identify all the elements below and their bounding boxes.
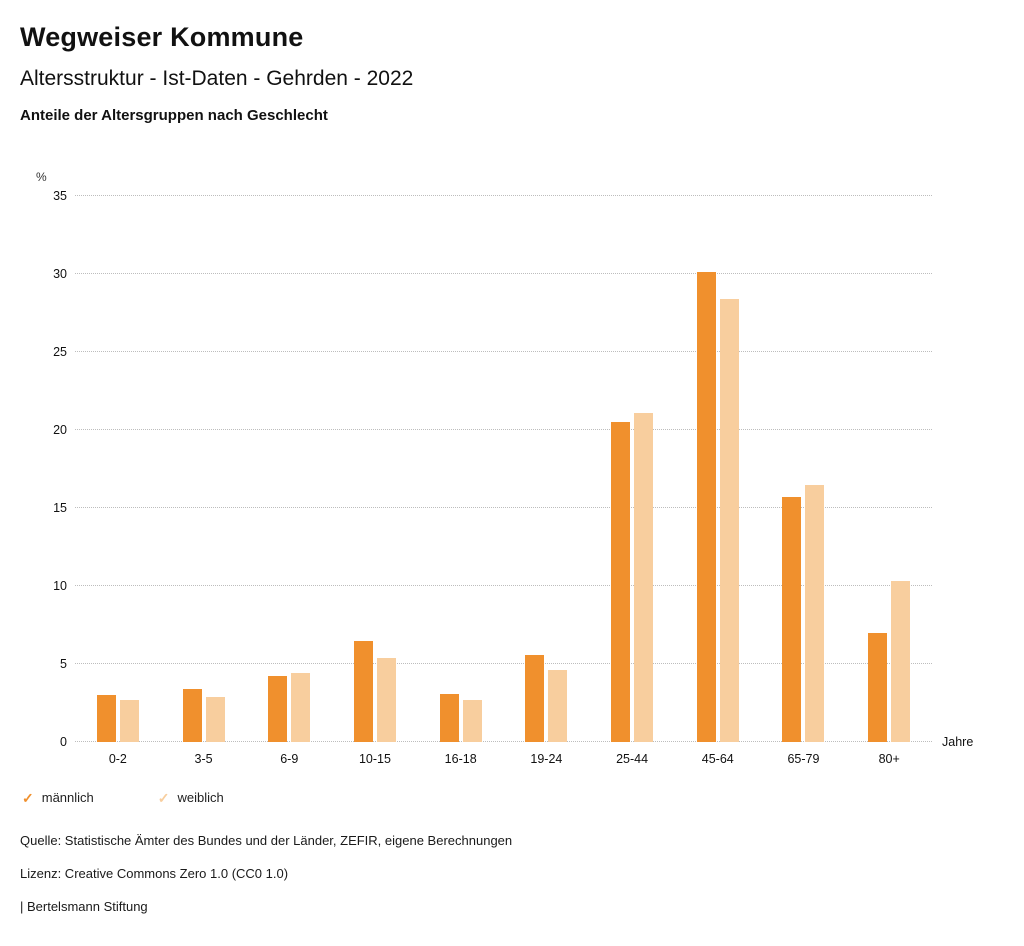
bar-männlich[interactable] (782, 497, 802, 742)
bar-männlich[interactable] (868, 632, 888, 742)
bar-group: 0-2 (75, 196, 161, 766)
bar-weiblich[interactable] (376, 657, 396, 742)
bar-group: 6-9 (246, 196, 332, 766)
footer: Quelle: Statistische Ämter des Bundes un… (20, 833, 1004, 914)
license-text: Lizenz: Creative Commons Zero 1.0 (CC0 1… (20, 866, 289, 881)
gridline: 35 (53, 189, 932, 203)
bar-group: 65-79 (761, 196, 847, 766)
attribution-text: | Bertelsmann Stiftung (20, 899, 148, 914)
bar-weiblich[interactable] (805, 484, 825, 742)
y-axis-tick-label: 25 (53, 345, 67, 359)
bar-männlich[interactable] (96, 695, 116, 742)
y-axis-tick-label: 0 (60, 735, 67, 749)
x-axis-category-label: 16-18 (444, 752, 477, 766)
source-text: Quelle: Statistische Ämter des Bundes un… (20, 833, 513, 848)
x-axis-category-label: 10-15 (358, 752, 391, 766)
x-axis-category-label: 3-5 (194, 752, 213, 766)
legend-item-weiblich[interactable]: ✓ weiblich (158, 790, 224, 805)
bar-group: 3-5 (161, 196, 247, 766)
y-axis-tick-label: 15 (53, 501, 67, 515)
gridline: 30 (53, 267, 932, 281)
bar-weiblich[interactable] (719, 298, 739, 742)
plot-area: Jahre 0 5 10 15 20 25 30 35 0-2 3-5 6-9 10-15 16-18 1… (53, 189, 973, 766)
bar-group: 45-64 (675, 196, 761, 766)
page-title: Wegweiser Kommune (20, 22, 304, 52)
check-icon: ✓ (22, 789, 34, 806)
bar-männlich[interactable] (439, 693, 459, 742)
bar-männlich[interactable] (696, 272, 716, 742)
gridline: 20 (53, 423, 932, 437)
x-axis-category-label: 6-9 (280, 752, 299, 766)
bar-männlich[interactable] (525, 654, 545, 742)
x-axis-category-label: 80+ (878, 752, 900, 766)
x-axis-category-label: 0-2 (108, 752, 127, 766)
gridline: 10 (53, 579, 932, 593)
bar-weiblich[interactable] (891, 581, 911, 742)
gridline: 15 (53, 501, 932, 515)
x-axis-category-label: 25-44 (616, 752, 649, 766)
x-axis-category-label: 45-64 (701, 752, 734, 766)
y-axis-tick-label: 35 (53, 189, 67, 203)
bar-chart: % Jahre 0 5 10 15 20 25 30 35 0-2 3-5 6-9 10-15 16-1… (20, 170, 1004, 766)
chart-caption: Anteile der Altersgruppen nach Geschlech… (20, 107, 328, 124)
bar-group: 80+ (846, 196, 932, 766)
chart-subtitle: Altersstruktur - Ist-Daten - Gehrden - 2… (20, 67, 414, 90)
bar-group: 10-15 (332, 196, 418, 766)
x-axis-category-label: 65-79 (787, 752, 820, 766)
bar-weiblich[interactable] (119, 699, 139, 742)
bar-group: 19-24 (504, 196, 590, 766)
y-axis-tick-label: 10 (53, 579, 67, 593)
bar-weiblich[interactable] (462, 699, 482, 742)
bar-groups: 0-2 3-5 6-9 10-15 16-18 19-24 25-44 45-64 65-79 8… (75, 196, 932, 766)
bar-männlich[interactable] (353, 640, 373, 742)
legend-item-maennlich[interactable]: ✓ männlich (22, 790, 94, 805)
bar-weiblich[interactable] (548, 670, 568, 742)
y-axis-tick-label: 30 (53, 267, 67, 281)
bar-weiblich[interactable] (291, 673, 311, 742)
x-axis-unit-label: Jahre (942, 735, 974, 749)
bar-männlich[interactable] (182, 688, 202, 742)
gridline: 25 (53, 345, 932, 359)
bar-group: 25-44 (589, 196, 675, 766)
check-icon: ✓ (157, 789, 170, 806)
y-axis-unit-label: % (36, 170, 47, 184)
y-axis-tick-label: 20 (53, 423, 67, 437)
bar-weiblich[interactable] (634, 412, 654, 742)
gridline: 5 (60, 657, 932, 671)
gridline: 0 (60, 735, 932, 749)
bar-group: 16-18 (418, 196, 504, 766)
bar-männlich[interactable] (611, 422, 631, 742)
legend-label: weiblich (177, 790, 224, 805)
x-axis-category-label: 19-24 (530, 752, 563, 766)
bar-männlich[interactable] (268, 676, 288, 742)
y-axis-tick-label: 5 (60, 657, 67, 671)
page: Wegweiser Kommune Altersstruktur - Ist-D… (20, 22, 1004, 914)
bar-weiblich[interactable] (205, 696, 225, 742)
legend: ✓ männlich ✓ weiblich (22, 790, 1004, 805)
legend-label: männlich (41, 790, 94, 805)
